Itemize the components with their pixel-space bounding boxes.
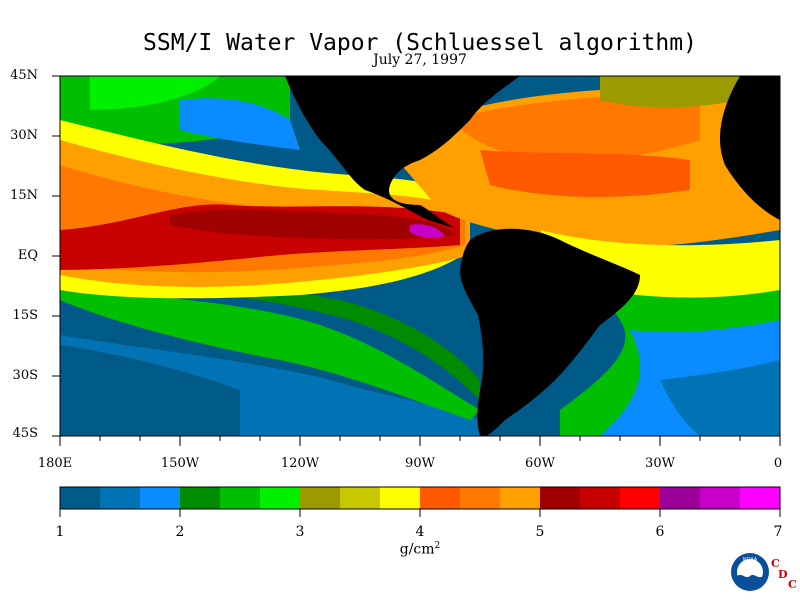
- moisture-band: [60, 290, 480, 420]
- colorbar-swatch: [220, 487, 261, 509]
- lat-label: 15S: [12, 308, 38, 323]
- moisture-band: [660, 360, 780, 436]
- colorbar-swatch: [500, 487, 541, 509]
- colorbar-label: 2: [175, 524, 185, 540]
- moisture-band: [480, 150, 690, 197]
- lat-ticks: [52, 75, 60, 437]
- units-label: g/cm2: [400, 541, 441, 558]
- lon-label: 90W: [405, 456, 435, 471]
- colorbar-label: 6: [655, 524, 665, 540]
- colorbar-swatch: [700, 487, 741, 509]
- cdc-logo-c: C: [771, 557, 780, 570]
- cdc-logo-d: D: [778, 568, 788, 581]
- colorbar-swatch: [460, 487, 501, 509]
- colorbar-swatch: [620, 487, 661, 509]
- lon-label: 150W: [160, 456, 200, 471]
- lon-ticks: [59, 436, 781, 446]
- colorbar-swatch: [380, 487, 421, 509]
- colorbar-swatch: [660, 487, 701, 509]
- colorbar-swatch: [740, 487, 781, 509]
- colorbar: [60, 487, 781, 509]
- lat-label: 15N: [10, 188, 38, 203]
- moisture-band: [450, 90, 700, 162]
- north-america: [285, 76, 520, 228]
- colorbar-swatch: [60, 487, 101, 509]
- noaa-logo-text: NOAA: [743, 557, 758, 563]
- map-field: [60, 76, 780, 436]
- moisture-band: [410, 224, 445, 239]
- map-date: July 27, 1997: [373, 52, 467, 68]
- lat-label: 30N: [10, 128, 38, 143]
- colorbar-label: 1: [55, 524, 65, 540]
- greenland-europe: [720, 76, 780, 220]
- colorbar-swatch: [580, 487, 621, 509]
- lat-label: 45N: [10, 68, 38, 83]
- lon-label: 60W: [525, 456, 555, 471]
- colorbar-swatch: [140, 487, 181, 509]
- lon-label: 0: [773, 456, 783, 471]
- lon-label: 180E: [37, 456, 73, 471]
- moisture-band: [600, 76, 740, 108]
- lat-label: EQ: [17, 248, 38, 263]
- lon-label: 30W: [645, 456, 675, 471]
- colorbar-swatch: [300, 487, 341, 509]
- south-america: [460, 228, 640, 436]
- map-title: SSM/I Water Vapor (Schluessel algorithm): [143, 30, 697, 56]
- colorbar-swatch: [180, 487, 221, 509]
- moisture-band: [60, 335, 480, 436]
- lat-label: 45S: [12, 426, 38, 441]
- colorbar-swatch: [340, 487, 381, 509]
- cdc-logo-c2: C: [788, 578, 797, 591]
- colorbar-swatch: [260, 487, 301, 509]
- colorbar-ticks: [59, 509, 781, 517]
- moisture-band: [90, 76, 220, 110]
- colorbar-label: 5: [535, 524, 545, 540]
- noaa-logo: NOAA: [731, 553, 769, 591]
- colorbar-label: 7: [773, 524, 783, 540]
- lon-label: 120W: [280, 456, 320, 471]
- moisture-band: [180, 98, 300, 150]
- units-base: g/cm: [399, 541, 435, 558]
- units-exponent: 2: [434, 541, 441, 551]
- moisture-band: [170, 209, 455, 240]
- colorbar-swatch: [420, 487, 461, 509]
- lat-label: 30S: [12, 368, 38, 383]
- colorbar-swatch: [100, 487, 141, 509]
- colorbar-label: 4: [415, 524, 425, 540]
- colorbar-label: 3: [295, 524, 305, 540]
- colorbar-swatch: [540, 487, 581, 509]
